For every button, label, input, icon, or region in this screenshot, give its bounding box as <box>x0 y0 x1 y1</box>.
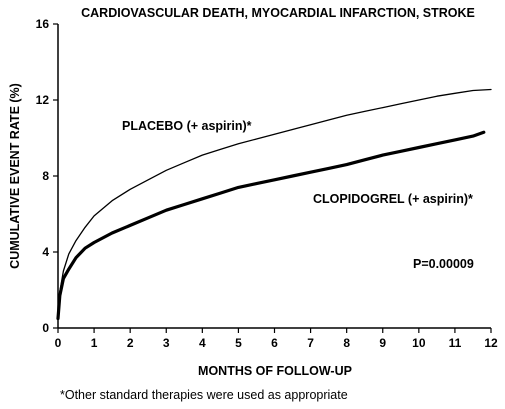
p-value-annotation: P=0.00009 <box>413 257 474 271</box>
chart-title: CARDIOVASCULAR DEATH, MYOCARDIAL INFARCT… <box>81 6 475 20</box>
series-label-placebo: PLACEBO (+ aspirin)* <box>122 119 252 133</box>
x-tick-label: 1 <box>91 336 98 350</box>
y-tick-label: 0 <box>42 321 49 335</box>
x-tick-label: 12 <box>484 336 498 350</box>
series-layer <box>56 88 492 321</box>
placebo-line <box>57 88 492 320</box>
y-tick-label: 4 <box>42 245 49 259</box>
y-tick-label: 12 <box>36 93 50 107</box>
footnote: *Other standard therapies were used as a… <box>60 388 348 402</box>
x-tick-label: 2 <box>127 336 134 350</box>
x-tick-label: 10 <box>412 336 426 350</box>
y-tick-label: 8 <box>42 169 49 183</box>
x-tick-label: 11 <box>449 336 462 350</box>
x-tick-label: 9 <box>379 336 386 350</box>
y-axis-label: CUMULATIVE EVENT RATE (%) <box>8 83 22 269</box>
x-tick-label: 5 <box>235 336 242 350</box>
x-tick-label: 0 <box>55 336 62 350</box>
x-axis-label: MONTHS OF FOLLOW-UP <box>198 364 352 378</box>
x-tick-label: 8 <box>343 336 350 350</box>
x-tick-label: 4 <box>199 336 206 350</box>
y-tick-label: 16 <box>36 17 50 31</box>
clopidogrel-line <box>56 130 486 321</box>
x-tick-label: 3 <box>163 336 170 350</box>
x-tick-label: 7 <box>307 336 314 350</box>
series-label-clopidogrel: CLOPIDOGREL (+ aspirin)* <box>313 192 473 206</box>
x-tick-label: 6 <box>271 336 278 350</box>
